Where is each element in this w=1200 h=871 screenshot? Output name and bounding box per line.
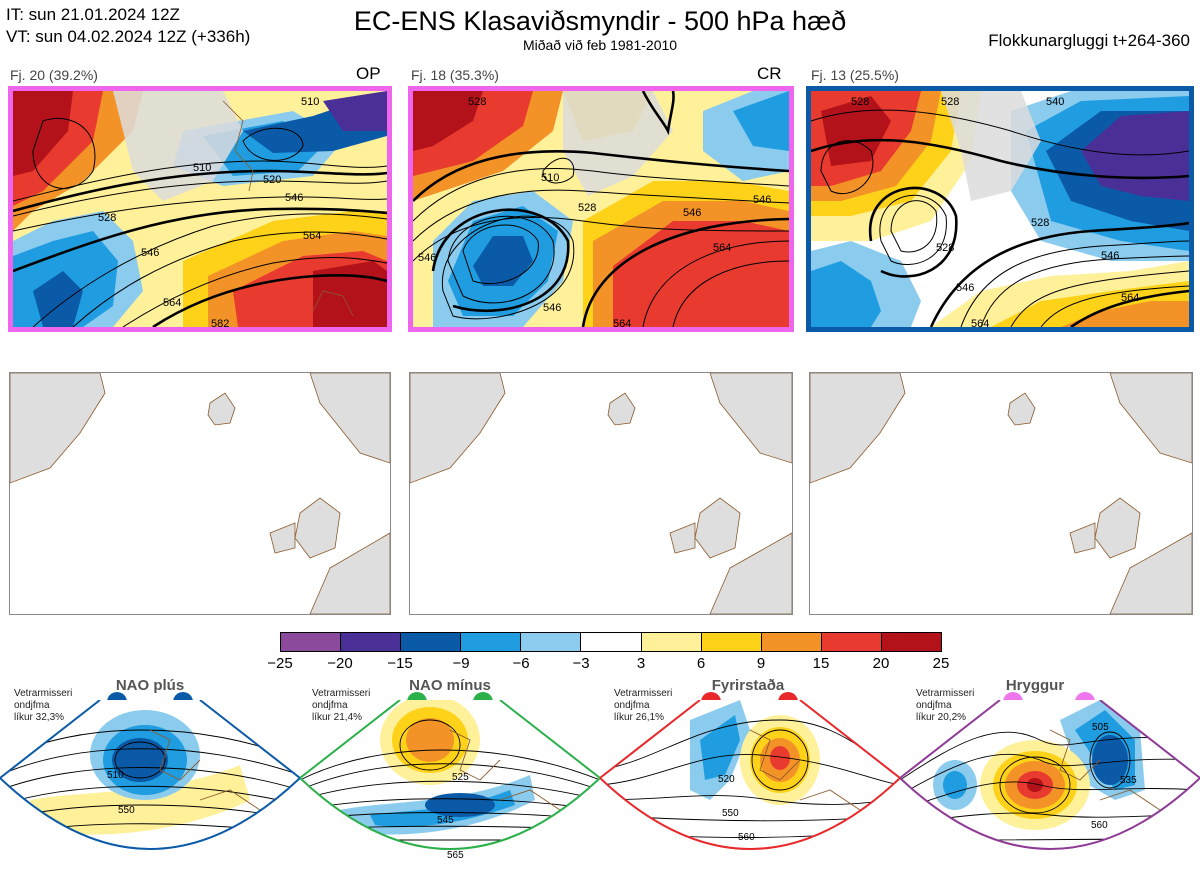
contour-label: 540 [1046,96,1064,108]
contour-label: 510 [301,96,319,108]
contour-label: 528 [941,96,959,108]
classification-window: Flokkunargluggi t+264-360 [988,31,1190,50]
regime-1-prob: Vetrarmisseri ondjfma líkur 32,3% [14,688,73,723]
contour-label: 546 [418,252,436,264]
base-map-3 [809,372,1193,615]
contour-label: 528 [936,242,954,254]
colorbar-tick: −15 [387,655,413,672]
regime-4-map: 505 535 560 [900,700,1200,850]
colorbar-swatch [340,633,401,651]
regime-3-contour-label: 520 [718,774,735,785]
colorbar-swatch [460,633,521,651]
base-map-1 [9,372,391,615]
cluster-3-map: 528 528 540 528 528 546 546 564 564 [806,86,1194,332]
regime-4-prob: Vetrarmisseri ondjfma líkur 20,2% [916,688,975,723]
base-map-2 [409,372,793,615]
regime-4-contour-label: 505 [1092,722,1109,733]
cluster-1-map: 510 510 520 528 546 546 564 564 582 [8,86,392,332]
it-line: IT: sun 21.01.2024 12Z [6,5,180,24]
colorbar-swatch [580,633,641,651]
colorbar-tick: 9 [756,655,766,672]
regime-2-prob: Vetrarmisseri ondjfma líkur 21,4% [312,688,371,723]
regime-4-contour-label: 535 [1120,775,1137,786]
colorbar-tick: −20 [327,655,353,672]
colorbar-tick: 20 [872,655,890,672]
contour-label: 582 [211,318,229,327]
regime-3-name: Fyrirstaða [711,677,785,694]
colorbar-tick: 25 [932,655,950,672]
contour-label: 546 [683,207,701,219]
contour-label: 546 [1101,250,1119,262]
colorbar-swatch [760,633,821,651]
regime-2-contour-label: 565 [447,850,464,861]
cluster-1-label: Fj. 20 (39.2%) [10,67,98,83]
regime-3-map: 520 550 560 [600,700,900,850]
contour-label: 528 [1031,217,1049,229]
page-subtitle: Miðað við feb 1981-2010 [522,37,678,53]
colorbar-tick: −9 [452,655,470,672]
contour-label: 546 [141,247,159,259]
cluster-2-map: 528 510 528 546 546 564 564 546 546 [408,86,794,332]
contour-label: 510 [193,162,211,174]
contour-label: 528 [851,96,869,108]
colorbar [280,632,942,652]
colorbar-swatch [281,633,341,651]
cluster-2-tag: CR [757,64,782,83]
regime-3-contour-label: 550 [722,808,739,819]
colorbar-tick: −25 [267,655,293,672]
contour-label: 546 [285,192,303,204]
colorbar-tick: −6 [512,655,530,672]
colorbar-tick: 3 [636,655,646,672]
contour-label: 564 [163,297,181,309]
colorbar-tick: 6 [696,655,706,672]
contour-label: 546 [543,302,561,314]
colorbar-tick: −3 [572,655,590,672]
regime-2-name: NAO mínus [409,677,491,694]
colorbar-swatch [520,633,581,651]
contour-label: 520 [263,174,281,186]
contour-label: 528 [98,212,116,224]
page-title: EC-ENS Klasaviðsmyndir - 500 hPa hæð [353,6,847,36]
regime-3-contour-label: 560 [738,832,755,843]
contour-label: 564 [971,318,989,327]
colorbar-swatch [640,633,701,651]
issue-times: IT: sun 21.01.2024 12Z VT: sun 04.02.202… [6,4,250,48]
cluster-1-tag: OP [356,64,381,83]
contour-label: 510 [541,172,559,184]
vt-line: VT: sun 04.02.2024 12Z (+336h) [6,27,251,46]
colorbar-tick: 15 [812,655,830,672]
contour-label: 564 [303,230,321,242]
contour-label: 564 [713,242,731,254]
regime-1-contour-label: 550 [118,805,135,816]
regime-1-map: 510 550 [0,700,300,850]
cluster-2-label: Fj. 18 (35.3%) [411,67,499,83]
colorbar-swatch [820,633,881,651]
regime-2-map: 525 545 565 [300,700,600,861]
contour-label: 564 [613,318,631,327]
contour-label: 528 [468,96,486,108]
contour-label: 528 [578,202,596,214]
regime-2-contour-label: 545 [437,815,454,826]
regime-1-contour-label: 510 [107,770,124,781]
regime-4-contour-label: 560 [1091,820,1108,831]
contour-label: 546 [753,194,771,206]
colorbar-swatch [880,633,942,651]
contour-label: 546 [956,282,974,294]
colorbar-swatch [400,633,461,651]
regime-4-name: Hryggur [1005,677,1065,694]
cluster-3-label: Fj. 13 (25.5%) [811,67,899,83]
colorbar-swatch [700,633,761,651]
contour-label: 564 [1121,292,1139,304]
regime-3-prob: Vetrarmisseri ondjfma líkur 26,1% [614,688,673,723]
regime-1-name: NAO plús [115,677,185,694]
regime-2-contour-label: 525 [452,772,469,783]
